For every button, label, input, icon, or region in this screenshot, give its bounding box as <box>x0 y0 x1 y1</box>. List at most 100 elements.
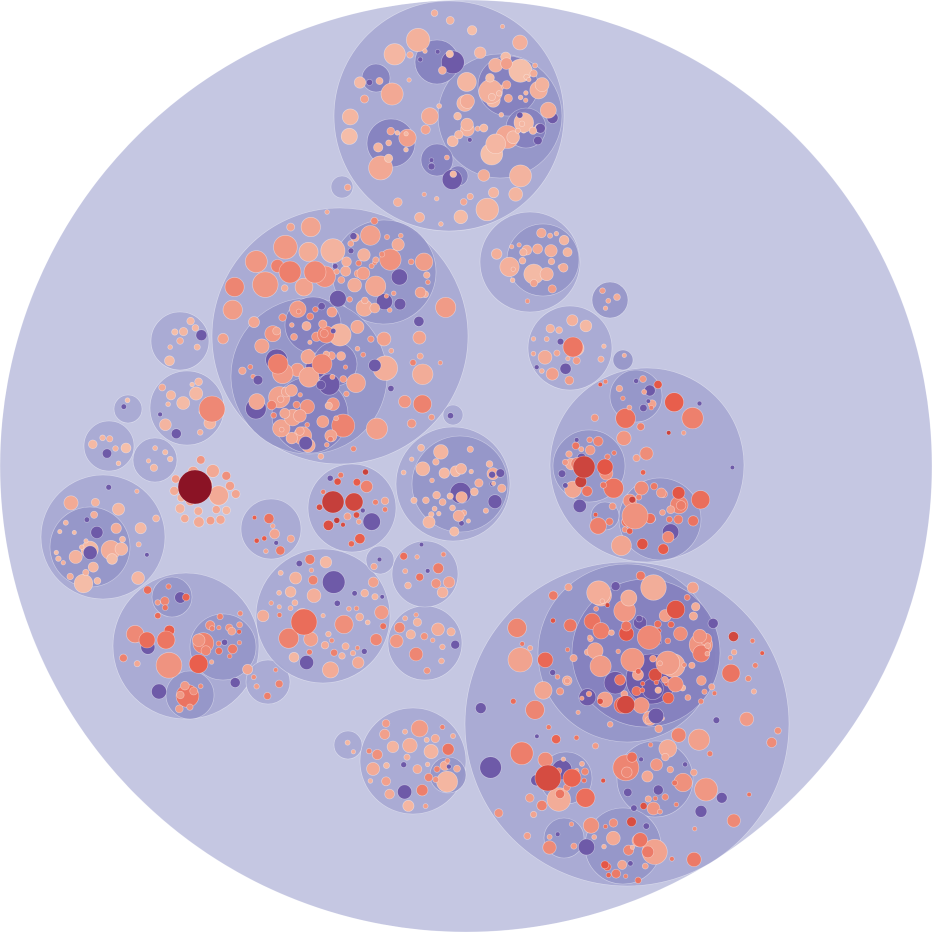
upper-right-small-leaf <box>601 343 607 349</box>
upper-left-large-leaf <box>365 275 387 297</box>
center-red-cluster-leaf <box>355 518 362 525</box>
upper-left-large-leaf <box>327 436 334 443</box>
center-red-cluster-leaf <box>333 477 342 486</box>
mid-left-ring-leaf <box>112 445 119 452</box>
lower-center-leaf <box>374 605 389 620</box>
bottom-right-large-leaf <box>525 700 545 720</box>
bottom-right-large-leaf <box>644 795 652 803</box>
mid-left-ring-leaf <box>191 324 200 332</box>
center-red-cluster-leaf <box>354 533 366 545</box>
right-cluster-leaf <box>659 509 666 516</box>
lower-left-leaf <box>263 692 272 700</box>
top-cluster-leaf <box>414 212 425 223</box>
lower-center-leaf <box>306 588 322 603</box>
lower-center-leaf <box>443 576 456 589</box>
upper-left-large-leaf <box>304 422 310 428</box>
lower-left-leaf <box>143 585 152 595</box>
center-red-cluster-leaf <box>322 519 334 531</box>
top-cluster-leaf <box>340 127 358 145</box>
center-red-cluster-leaf <box>320 489 326 495</box>
bottom-right-large-leaf <box>549 669 557 676</box>
upper-left-large-leaf <box>369 302 381 314</box>
lower-center-leaf <box>402 615 408 622</box>
mid-left-ring-leaf <box>159 418 172 431</box>
bottom-right-large-leaf <box>475 702 487 714</box>
upper-right-small-leaf <box>559 362 572 375</box>
highlight-node <box>321 490 345 514</box>
top-cluster-leaf <box>488 187 500 199</box>
lower-left-leaf <box>162 604 169 611</box>
mid-left-ring-leaf <box>135 541 142 548</box>
top-cluster-leaf <box>406 51 414 59</box>
highlight-node <box>311 353 333 375</box>
bottom-right-large-leaf <box>671 727 687 743</box>
lower-left-leaf <box>188 654 209 674</box>
lower-left-leaf <box>133 660 141 668</box>
top-cluster-leaf <box>406 27 431 52</box>
top-cluster-leaf <box>477 169 490 182</box>
bottom-right-large-leaf <box>662 691 675 704</box>
lower-center-leaf <box>440 551 447 558</box>
center-right-dense-leaf <box>449 504 456 512</box>
bottom-right-large-leaf <box>564 583 573 592</box>
center-red-cluster-leaf <box>340 522 346 528</box>
center-red-cluster-container <box>330 175 354 199</box>
center-right-dense-leaf <box>465 518 471 524</box>
bottom-right-large-leaf <box>716 792 728 804</box>
center-red-cluster-leaf <box>261 535 268 542</box>
bottom-right-large-leaf <box>615 648 621 655</box>
bottom-right-large-leaf <box>537 651 554 668</box>
center-red-cluster-leaf <box>352 478 361 487</box>
upper-left-large-leaf <box>279 407 291 419</box>
right-cluster-leaf <box>673 514 684 525</box>
bottom-right-large-leaf <box>639 802 648 810</box>
top-cluster-leaf <box>517 94 524 101</box>
lower-center-leaf <box>379 622 387 630</box>
bottom-center-leaf <box>386 740 400 753</box>
bottom-right-large-leaf <box>585 690 593 698</box>
bottom-right-large-leaf <box>563 618 577 633</box>
mid-left-ring-leaf <box>62 519 69 526</box>
bottom-right-large-leaf <box>519 641 525 647</box>
lower-center-leaf <box>304 554 316 565</box>
right-cluster-leaf <box>681 430 687 436</box>
right-cluster-leaf <box>589 517 607 535</box>
center-right-dense-leaf <box>438 498 447 506</box>
bottom-center-leaf <box>400 761 407 768</box>
lower-center-leaf <box>405 629 416 640</box>
upper-left-large-leaf <box>273 235 298 260</box>
top-cluster-leaf <box>485 73 495 83</box>
top-cluster-leaf <box>428 157 435 163</box>
mid-left-ring-leaf <box>78 544 85 550</box>
upper-left-large-leaf <box>375 293 393 311</box>
bottom-right-large-leaf <box>684 694 692 701</box>
center-right-dense-leaf <box>432 458 440 466</box>
upper-left-large-leaf <box>388 347 395 354</box>
upper-left-large-leaf <box>332 263 339 270</box>
lower-center-leaf <box>276 589 282 596</box>
top-cluster-leaf <box>398 128 417 147</box>
upper-left-large-leaf <box>398 395 412 409</box>
highlight-node <box>267 353 289 375</box>
upper-left-large-leaf <box>224 277 245 297</box>
right-cluster-leaf <box>656 487 667 498</box>
top-cluster-leaf <box>384 153 394 163</box>
top-cluster-leaf <box>436 103 443 109</box>
upper-right-small-leaf <box>538 368 545 374</box>
bottom-center-leaf <box>416 784 429 797</box>
bottom-right-large-leaf <box>616 695 636 714</box>
lower-left-leaf <box>236 621 243 629</box>
center-red-cluster-leaf <box>263 548 269 554</box>
bottom-right-large-leaf <box>727 655 734 661</box>
highlight-node <box>303 260 327 284</box>
bottom-right-large-leaf <box>749 638 756 644</box>
lower-left-leaf <box>216 613 224 620</box>
lower-center-leaf <box>352 656 365 669</box>
center-right-dense-leaf <box>433 444 449 460</box>
lower-left-leaf <box>176 690 185 700</box>
top-cluster-leaf <box>366 79 373 86</box>
mid-left-ring-leaf <box>124 397 131 404</box>
bottom-right-large-leaf <box>728 631 739 642</box>
top-cluster-leaf <box>403 147 409 153</box>
bottom-right-large-leaf <box>746 791 752 797</box>
